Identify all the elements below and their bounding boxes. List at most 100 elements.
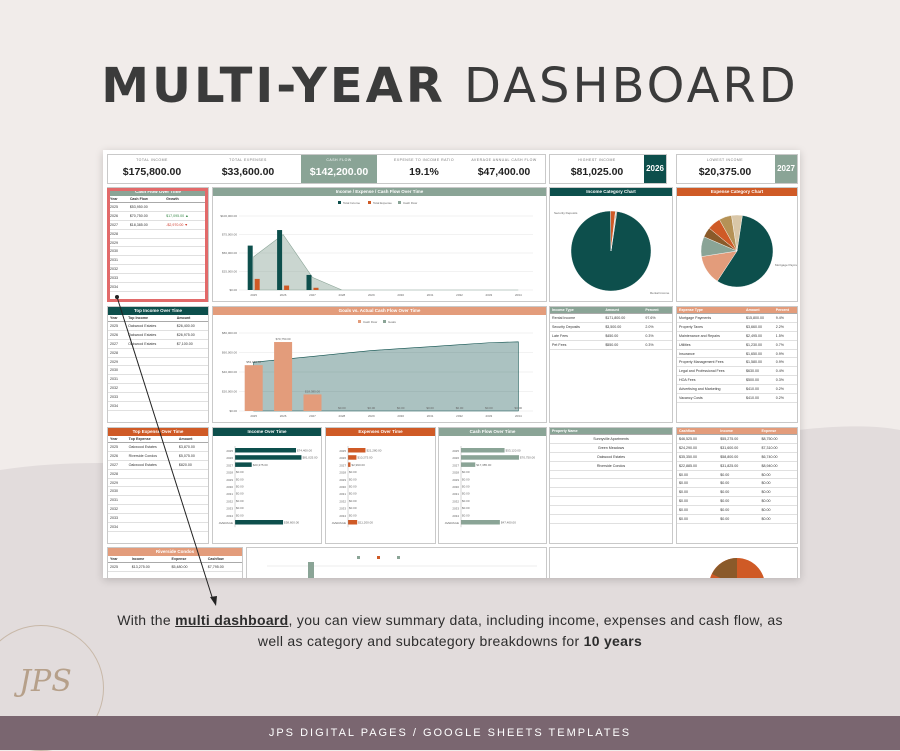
top-income-table: Year Top Income Amount 2025 Oakwood Estates $…	[108, 315, 208, 411]
expense-type-table: Expense Type Amount Percent Mortgage Paymen…	[677, 307, 797, 403]
data-label: $0.00	[338, 406, 346, 410]
column-header: Percent	[643, 307, 672, 314]
column-header: Amount	[603, 307, 644, 314]
table-cell	[126, 374, 175, 385]
table-row: Oakwood Estates	[550, 452, 672, 462]
panel-header: Expenses Over Time	[326, 428, 435, 436]
table-cell: 2033	[108, 513, 127, 524]
table-cell: $450.00	[603, 331, 644, 341]
table-cell	[126, 469, 177, 479]
table-row: 2032	[108, 383, 208, 394]
table-cell: 0.9%	[773, 349, 797, 359]
table-cell: Green Meadows	[550, 443, 672, 453]
y-tick-label: $50,000.00	[222, 251, 237, 255]
table-row: $0.00 $0.00 $0.00	[677, 470, 797, 480]
table-cell: $0.00	[718, 470, 760, 480]
pie-slice	[717, 215, 774, 288]
y-tick-label: $40,000.00	[222, 370, 237, 374]
cashflow-over-time-panel: Cash Flow Over Time 2025 $53,120.00 2026 $7…	[438, 427, 547, 544]
property-panel: Property Name Sunnyville Apartments Green …	[549, 427, 673, 544]
table-row: 2025 Oakwood Estates $3,870.00	[108, 442, 208, 452]
y-tick-label: 2031	[226, 492, 233, 496]
table-row: $0.00 $0.00 $0.00	[677, 478, 797, 489]
y-tick-label: 2032	[339, 499, 346, 503]
y-tick-label: 2028	[226, 471, 233, 475]
panel-header: Income Over Time	[213, 428, 321, 436]
table-cell	[174, 348, 208, 358]
table-cell: $0.00	[677, 478, 719, 489]
table-cell: $820.00	[176, 460, 208, 470]
income-over-time-panel: Income Over Time 2025 $74,400.00 2026 $81,0…	[212, 427, 322, 544]
table-cell	[126, 513, 177, 524]
table-cell: 2026	[108, 451, 127, 461]
data-label: $0.00	[349, 485, 357, 489]
y-tick-label: 2032	[226, 499, 233, 503]
multi-dashboard-link[interactable]: multi dashboard	[175, 612, 289, 628]
table-cell: $0.00	[677, 505, 719, 516]
table-row: Vacancy Costs $410.00 0.2%	[677, 393, 797, 403]
table-cell: 2034	[108, 522, 127, 532]
table-cell: $0.00	[718, 478, 760, 489]
data-label: $0.00	[462, 513, 470, 517]
table-row: 2026 $70,750.00 $17,095.00 ▲	[108, 211, 208, 221]
table-cell	[126, 348, 175, 358]
table-row: 2027 Oakwood Estates $7,100.00	[108, 339, 208, 349]
panel-header: Expense Category Chart	[677, 188, 797, 196]
pie-slice	[610, 211, 618, 252]
expense-category-panel: Expense Category Chart Mortgage Payments	[676, 187, 798, 302]
table-cell: Late Fees	[550, 331, 604, 341]
table-row	[550, 470, 672, 480]
income-over-time-chart: 2025 $74,400.00 2026 $81,025.00 2027 $20,375.…	[219, 446, 318, 528]
x-tick-label: 2027	[309, 414, 316, 418]
x-tick-label: 2030	[397, 414, 404, 418]
legend-swatch	[398, 201, 401, 204]
table-row: 2032	[108, 504, 208, 515]
table-cell: $7,100.00	[174, 339, 208, 349]
table-row: Sunnyville Apartments	[550, 434, 672, 444]
y-tick-label: 2034	[226, 514, 233, 518]
data-label: $0.00	[397, 406, 405, 410]
panel-header: Goals vs. Actual Cash Flow Over Time	[213, 307, 546, 315]
table-row	[550, 514, 672, 524]
bar	[461, 448, 505, 453]
table-cell: 2031	[108, 495, 127, 506]
x-tick-label: 2032	[456, 414, 463, 418]
table-cell	[176, 504, 208, 515]
table-cell: 2025	[108, 321, 127, 331]
income-type-table: Income Type Amount Percent Rental Income $17…	[550, 307, 672, 350]
table-cell	[550, 470, 672, 480]
table-cell	[126, 486, 177, 497]
table-cell: 2032	[108, 504, 127, 515]
y-tick-label: 2028	[452, 471, 459, 475]
table-cell	[550, 505, 672, 516]
table-cell: Oakwood Estates	[126, 339, 175, 349]
table-cell: Oakwood Estates	[126, 330, 175, 340]
table-row: 2027 Oakwood Estates $820.00	[108, 460, 208, 470]
data-label: $20,375.00	[253, 463, 268, 467]
table-cell: Vacancy Costs	[677, 393, 744, 403]
panel-header: Income / Expense / Cash Flow Over Time	[213, 188, 546, 196]
table-cell: $8,750.00	[759, 434, 797, 444]
x-tick-label: 2031	[427, 414, 434, 418]
y-tick-label: 2030	[226, 485, 233, 489]
table-row: $0.00 $0.00 $0.00	[677, 514, 797, 524]
x-tick-label: 2033	[486, 293, 493, 297]
logo: JPS	[0, 625, 104, 751]
data-label: $0.00	[236, 492, 244, 496]
data-label: $0.00	[462, 485, 470, 489]
table-cell: $410.00	[744, 393, 774, 403]
x-tick-label: 2029	[368, 414, 375, 418]
data-label: $17,385.00	[476, 463, 491, 467]
table-cell: $0.00	[759, 478, 797, 489]
table-row: 2028	[108, 469, 208, 479]
legend-swatch	[358, 320, 361, 323]
table-cell: 2029	[108, 478, 127, 488]
x-tick-label: 2031	[427, 293, 434, 297]
table-cell: Oakwood Estates	[126, 460, 177, 470]
y-tick-label: 2027	[339, 463, 346, 467]
y-tick-label: 2033	[452, 507, 459, 511]
table-row: Late Fees $450.00 0.3%	[550, 331, 672, 341]
table-cell: $15,800.00	[744, 313, 774, 323]
table-cell: $35,350.00	[677, 452, 719, 462]
bar	[235, 520, 284, 525]
